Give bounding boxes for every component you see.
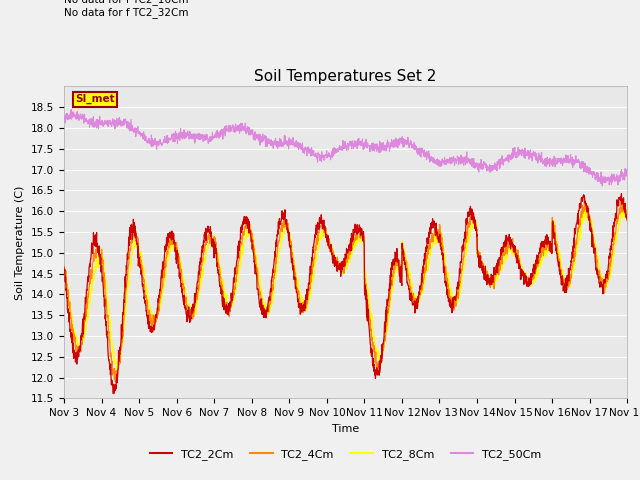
X-axis label: Time: Time — [332, 424, 359, 433]
Text: No data for f TC2_16Cm
No data for f TC2_32Cm: No data for f TC2_16Cm No data for f TC2… — [64, 0, 189, 18]
Text: SI_met: SI_met — [76, 94, 115, 105]
Legend: TC2_2Cm, TC2_4Cm, TC2_8Cm, TC2_50Cm: TC2_2Cm, TC2_4Cm, TC2_8Cm, TC2_50Cm — [146, 444, 545, 464]
Y-axis label: Soil Temperature (C): Soil Temperature (C) — [15, 185, 26, 300]
Title: Soil Temperatures Set 2: Soil Temperatures Set 2 — [255, 69, 436, 84]
